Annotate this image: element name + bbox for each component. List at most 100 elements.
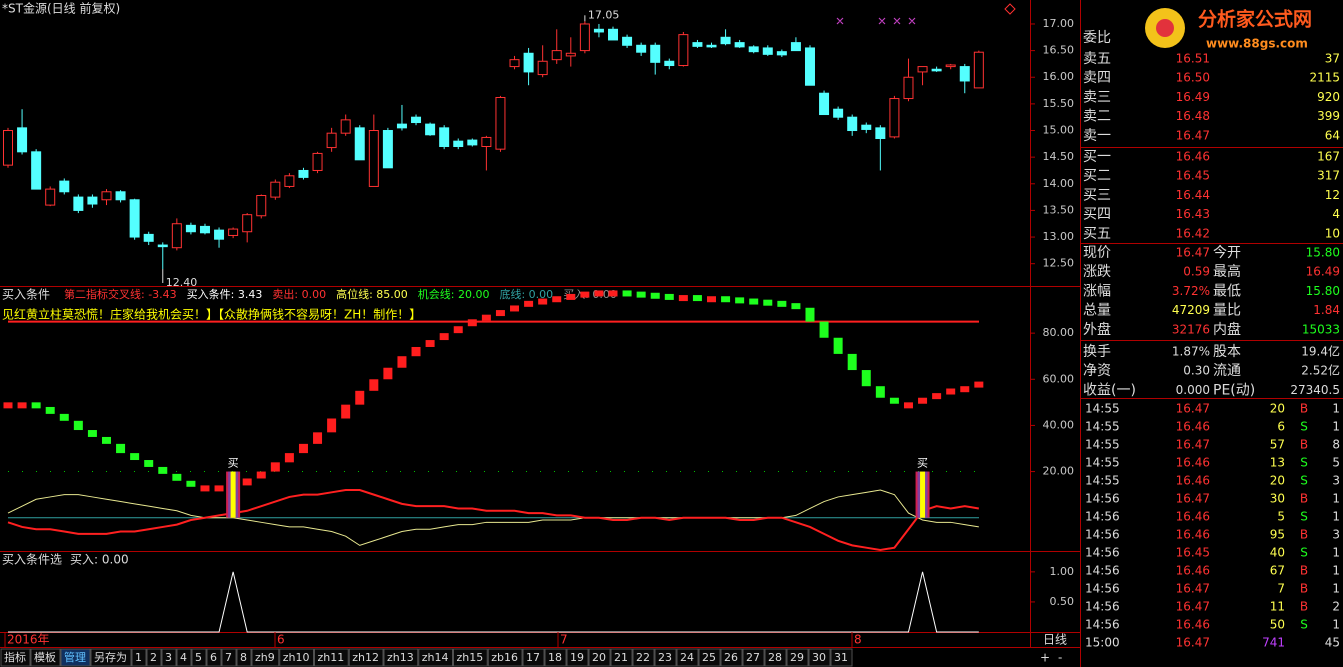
- stat-value: 15.80: [1306, 246, 1340, 260]
- tab-label[interactable]: 2: [150, 651, 157, 664]
- tab-label[interactable]: 27: [746, 651, 760, 664]
- tab[interactable]: [742, 648, 765, 667]
- tab[interactable]: [279, 648, 314, 667]
- trade-price: 16.47: [1176, 438, 1210, 452]
- tab-label[interactable]: 31: [834, 651, 848, 664]
- trade-side: B: [1300, 564, 1308, 578]
- tab-label[interactable]: 另存为: [94, 650, 127, 664]
- tab-label[interactable]: 管理: [64, 650, 86, 664]
- tab[interactable]: [418, 648, 453, 667]
- trade-price: 16.47: [1176, 402, 1210, 416]
- candle-body: [396, 123, 407, 129]
- tab-label[interactable]: 23: [658, 651, 672, 664]
- tab[interactable]: [221, 648, 237, 667]
- candle-body: [790, 42, 801, 52]
- tab[interactable]: [654, 648, 677, 667]
- tab-label[interactable]: zh9: [255, 651, 275, 664]
- tab[interactable]: [90, 648, 132, 667]
- indicator-bar: [918, 397, 928, 404]
- tab[interactable]: [314, 648, 349, 667]
- tab[interactable]: [30, 648, 61, 667]
- tab-label[interactable]: zh13: [387, 651, 414, 664]
- tab-label[interactable]: 19: [570, 651, 584, 664]
- candle-body: [636, 44, 647, 53]
- tab[interactable]: [453, 648, 488, 667]
- tab-label[interactable]: 29: [790, 651, 804, 664]
- candle-body: [87, 196, 98, 205]
- tab-label[interactable]: 8: [240, 651, 247, 664]
- tab-label[interactable]: 3: [165, 651, 172, 664]
- candle-body: [917, 66, 928, 73]
- tab-label[interactable]: 4: [180, 651, 187, 664]
- indicator-bar: [749, 298, 759, 305]
- indicator-bar: [524, 300, 534, 307]
- tab-label[interactable]: 指标: [4, 650, 26, 664]
- tab[interactable]: [60, 648, 91, 667]
- stat-label: 涨幅: [1083, 283, 1111, 299]
- tab[interactable]: [0, 648, 31, 667]
- tab-label[interactable]: zh15: [457, 651, 484, 664]
- tab-label[interactable]: 17: [526, 651, 540, 664]
- tab-label[interactable]: zh11: [318, 651, 345, 664]
- tab-label[interactable]: 26: [724, 651, 738, 664]
- indicator-bar: [186, 480, 196, 487]
- tab[interactable]: [676, 648, 699, 667]
- y-tick-label: 13.50: [1043, 203, 1075, 216]
- tab[interactable]: [522, 648, 545, 667]
- tab[interactable]: [161, 648, 177, 667]
- tab-label[interactable]: zb16: [491, 651, 518, 664]
- candle-body: [819, 92, 830, 116]
- tab[interactable]: [146, 648, 162, 667]
- tab[interactable]: [830, 648, 853, 667]
- indicator-bar: [172, 473, 182, 481]
- tab-label[interactable]: 18: [548, 651, 562, 664]
- tab[interactable]: [566, 648, 589, 667]
- tab[interactable]: [383, 648, 419, 667]
- tab[interactable]: [206, 648, 222, 667]
- tab-label[interactable]: 24: [680, 651, 694, 664]
- tab[interactable]: [191, 648, 207, 667]
- tab-label[interactable]: 30: [812, 651, 826, 664]
- tab-label[interactable]: 5: [195, 651, 202, 664]
- trade-time: 14:55: [1085, 456, 1120, 470]
- tab[interactable]: [588, 648, 611, 667]
- period-label: 日线: [1043, 633, 1067, 647]
- candle-body: [242, 214, 253, 233]
- tab[interactable]: [487, 648, 523, 667]
- tab[interactable]: [764, 648, 787, 667]
- tab-label[interactable]: 21: [614, 651, 628, 664]
- trade-time: 14:56: [1085, 618, 1120, 632]
- tab[interactable]: [698, 648, 721, 667]
- tab-label[interactable]: 6: [210, 651, 217, 664]
- tab-label[interactable]: zh12: [352, 651, 379, 664]
- tab[interactable]: [632, 648, 655, 667]
- tab-label[interactable]: zh10: [283, 651, 310, 664]
- y-tick-label: 60.00: [1043, 372, 1075, 385]
- tab-label[interactable]: zh14: [422, 651, 449, 664]
- tab[interactable]: [131, 648, 147, 667]
- oscillator-line: [7, 489, 979, 552]
- tab-label[interactable]: 模板: [34, 650, 56, 664]
- tab[interactable]: [236, 648, 252, 667]
- zoom-control[interactable]: -: [1058, 651, 1062, 665]
- tab[interactable]: [348, 648, 384, 667]
- indicator-bar: [735, 297, 745, 304]
- tab-label[interactable]: 7: [225, 651, 232, 664]
- tab-label[interactable]: 22: [636, 651, 650, 664]
- indicator-bar: [383, 367, 393, 380]
- tab[interactable]: [720, 648, 743, 667]
- tab[interactable]: [544, 648, 567, 667]
- candle-body: [804, 47, 815, 86]
- tab[interactable]: [808, 648, 831, 667]
- tab[interactable]: [786, 648, 809, 667]
- tab[interactable]: [176, 648, 192, 667]
- date-label: 6: [277, 633, 285, 647]
- tab[interactable]: [251, 648, 280, 667]
- trade-count: 1: [1332, 402, 1340, 416]
- tab-label[interactable]: 20: [592, 651, 606, 664]
- tab-label[interactable]: 1: [135, 651, 142, 664]
- tab-label[interactable]: 28: [768, 651, 782, 664]
- tab-label[interactable]: 25: [702, 651, 716, 664]
- zoom-control[interactable]: +: [1040, 651, 1050, 665]
- tab[interactable]: [610, 648, 633, 667]
